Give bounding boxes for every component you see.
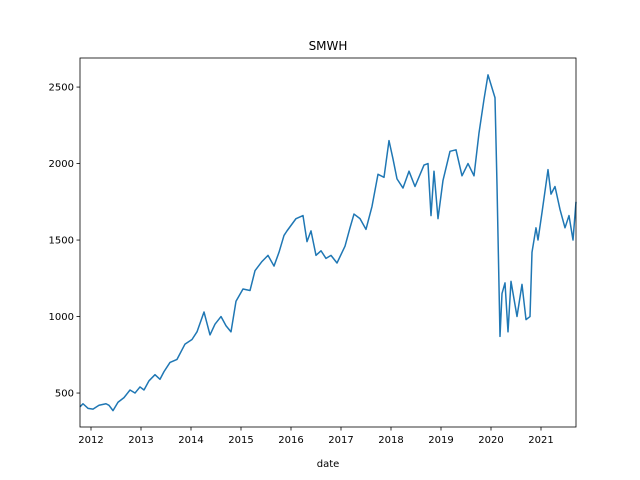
x-tick-label: 2012 xyxy=(78,435,103,446)
line-series xyxy=(79,74,577,412)
chart-title: SMWH xyxy=(309,39,348,53)
y-tick-label: 2500 xyxy=(49,83,74,94)
x-tick-label: 2017 xyxy=(328,435,353,446)
x-tick-label: 2015 xyxy=(228,435,253,446)
y-tick-label: 2000 xyxy=(49,159,74,170)
x-tick-label: 2014 xyxy=(178,435,203,446)
x-tick-label: 2018 xyxy=(378,435,403,446)
x-tick-label: 2016 xyxy=(278,435,303,446)
y-tick-label: 1500 xyxy=(49,236,74,247)
x-tick-label: 2021 xyxy=(528,435,553,446)
plot-frame xyxy=(79,57,577,428)
x-axis-label: date xyxy=(317,459,340,470)
y-tick-label: 500 xyxy=(55,389,74,400)
x-tick-label: 2020 xyxy=(478,435,503,446)
x-tick-label: 2019 xyxy=(428,435,453,446)
y-tick-label: 1000 xyxy=(49,312,74,323)
x-tick-label: 2013 xyxy=(128,435,153,446)
